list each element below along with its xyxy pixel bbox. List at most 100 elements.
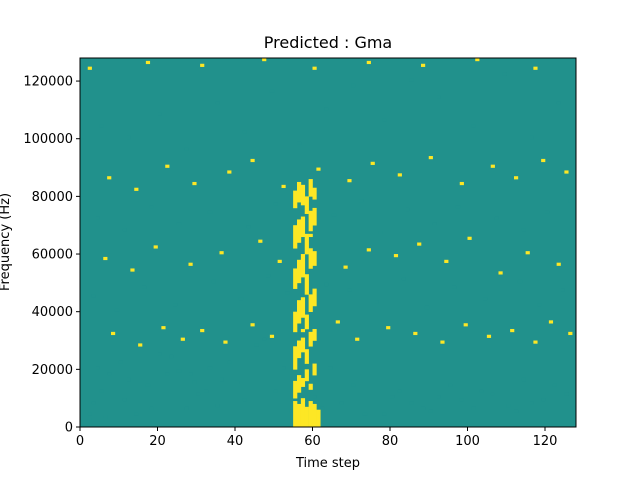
high-level-cell bbox=[223, 340, 228, 344]
high-level-cell bbox=[452, 285, 457, 289]
high-level-cell bbox=[397, 173, 402, 177]
high-level-cell bbox=[370, 161, 375, 165]
dense-band-cell bbox=[297, 340, 302, 359]
dense-band-cell bbox=[300, 297, 306, 318]
high-level-cell bbox=[200, 63, 205, 67]
high-level-cell bbox=[145, 383, 151, 387]
high-level-cell bbox=[366, 248, 371, 252]
high-level-cell bbox=[479, 389, 484, 393]
high-level-cell bbox=[114, 308, 120, 312]
dense-band-cell bbox=[297, 219, 302, 243]
high-level-cell bbox=[188, 372, 193, 376]
dense-band-cell bbox=[304, 349, 309, 364]
high-level-cell bbox=[227, 170, 232, 174]
high-level-cell bbox=[397, 389, 402, 393]
dense-band-cell bbox=[300, 184, 306, 206]
dense-band-cell bbox=[304, 369, 309, 382]
x-axis-ticks: 0 20 40 60 80 100 120 bbox=[76, 427, 557, 449]
high-level-cell bbox=[556, 262, 561, 266]
high-level-cell bbox=[289, 409, 294, 413]
high-level-cell bbox=[165, 372, 170, 376]
high-level-cell bbox=[568, 331, 573, 336]
x-axis-label: Time step bbox=[295, 456, 360, 471]
high-level-cell bbox=[188, 262, 193, 266]
high-level-cell bbox=[552, 383, 557, 387]
plot-frame bbox=[79, 57, 577, 428]
high-level-cell bbox=[459, 398, 464, 402]
dense-band-cell bbox=[316, 409, 321, 428]
high-level-cell bbox=[103, 415, 108, 419]
high-level-cell bbox=[281, 184, 286, 189]
high-level-cell bbox=[149, 205, 154, 209]
x-tick-label: 100 bbox=[455, 434, 480, 449]
high-level-cell bbox=[521, 228, 526, 232]
high-level-cell bbox=[176, 369, 182, 373]
high-level-cell bbox=[541, 158, 546, 163]
high-level-cell bbox=[316, 167, 321, 171]
dense-band-cell bbox=[308, 179, 313, 197]
x-tick-label: 0 bbox=[76, 434, 84, 449]
high-level-cell bbox=[498, 271, 503, 275]
high-level-cell bbox=[320, 406, 325, 410]
high-level-cell bbox=[207, 210, 213, 214]
high-level-cell bbox=[548, 320, 554, 324]
high-level-cell bbox=[308, 233, 313, 238]
high-level-cell bbox=[517, 279, 523, 284]
high-level-cell bbox=[386, 326, 391, 330]
high-level-cell bbox=[494, 216, 499, 220]
high-level-cell bbox=[413, 331, 418, 336]
high-level-cell bbox=[173, 303, 178, 307]
high-level-cell bbox=[297, 141, 302, 145]
high-level-cell bbox=[157, 352, 162, 356]
high-level-cell bbox=[421, 406, 426, 410]
y-axis-label: Frequency (Hz) bbox=[0, 193, 13, 291]
high-level-cell bbox=[122, 398, 127, 402]
dense-band-cell bbox=[308, 383, 313, 390]
high-level-cell bbox=[510, 328, 515, 333]
dense-band-cell bbox=[297, 181, 302, 203]
high-level-cell bbox=[262, 337, 267, 341]
high-level-cell bbox=[142, 285, 147, 289]
high-level-cell bbox=[409, 78, 414, 82]
high-level-cell bbox=[134, 412, 139, 416]
x-tick-label: 40 bbox=[227, 434, 244, 449]
high-level-cell bbox=[107, 372, 112, 376]
y-tick-label: 100000 bbox=[23, 132, 73, 147]
high-level-cell bbox=[409, 401, 414, 405]
high-level-cell bbox=[351, 83, 356, 88]
high-level-cell bbox=[134, 187, 139, 191]
dense-band-cell bbox=[308, 294, 313, 312]
high-level-cell bbox=[153, 245, 158, 249]
high-level-cell bbox=[421, 63, 426, 67]
high-level-cell bbox=[459, 181, 464, 186]
high-level-cell bbox=[204, 389, 209, 393]
high-level-cell bbox=[219, 377, 224, 382]
high-level-cell bbox=[300, 328, 306, 333]
high-level-cell bbox=[514, 409, 519, 413]
high-level-cell bbox=[138, 343, 143, 347]
high-level-cell bbox=[455, 205, 461, 209]
high-level-cell bbox=[285, 291, 290, 295]
dense-band-cell bbox=[300, 398, 306, 428]
high-level-cell bbox=[471, 406, 476, 410]
high-level-cell bbox=[269, 89, 275, 93]
high-level-cell bbox=[269, 334, 275, 338]
high-level-cell bbox=[192, 181, 197, 186]
high-level-cell bbox=[374, 300, 379, 304]
high-level-cell bbox=[215, 101, 220, 105]
dense-band-cell bbox=[304, 314, 309, 330]
high-level-cell bbox=[514, 176, 519, 180]
high-level-cell bbox=[339, 401, 344, 405]
dense-band-cell bbox=[304, 406, 309, 428]
dense-band-cell bbox=[297, 259, 302, 284]
high-level-cell bbox=[347, 179, 352, 183]
high-level-cell bbox=[362, 412, 368, 416]
x-tick-label: 60 bbox=[304, 434, 321, 449]
y-tick-label: 20000 bbox=[32, 363, 73, 378]
high-level-cell bbox=[262, 58, 267, 62]
dense-band-cell bbox=[308, 210, 313, 232]
high-level-cell bbox=[281, 366, 286, 370]
high-level-cell bbox=[355, 337, 360, 341]
dense-band-cell bbox=[300, 337, 306, 353]
